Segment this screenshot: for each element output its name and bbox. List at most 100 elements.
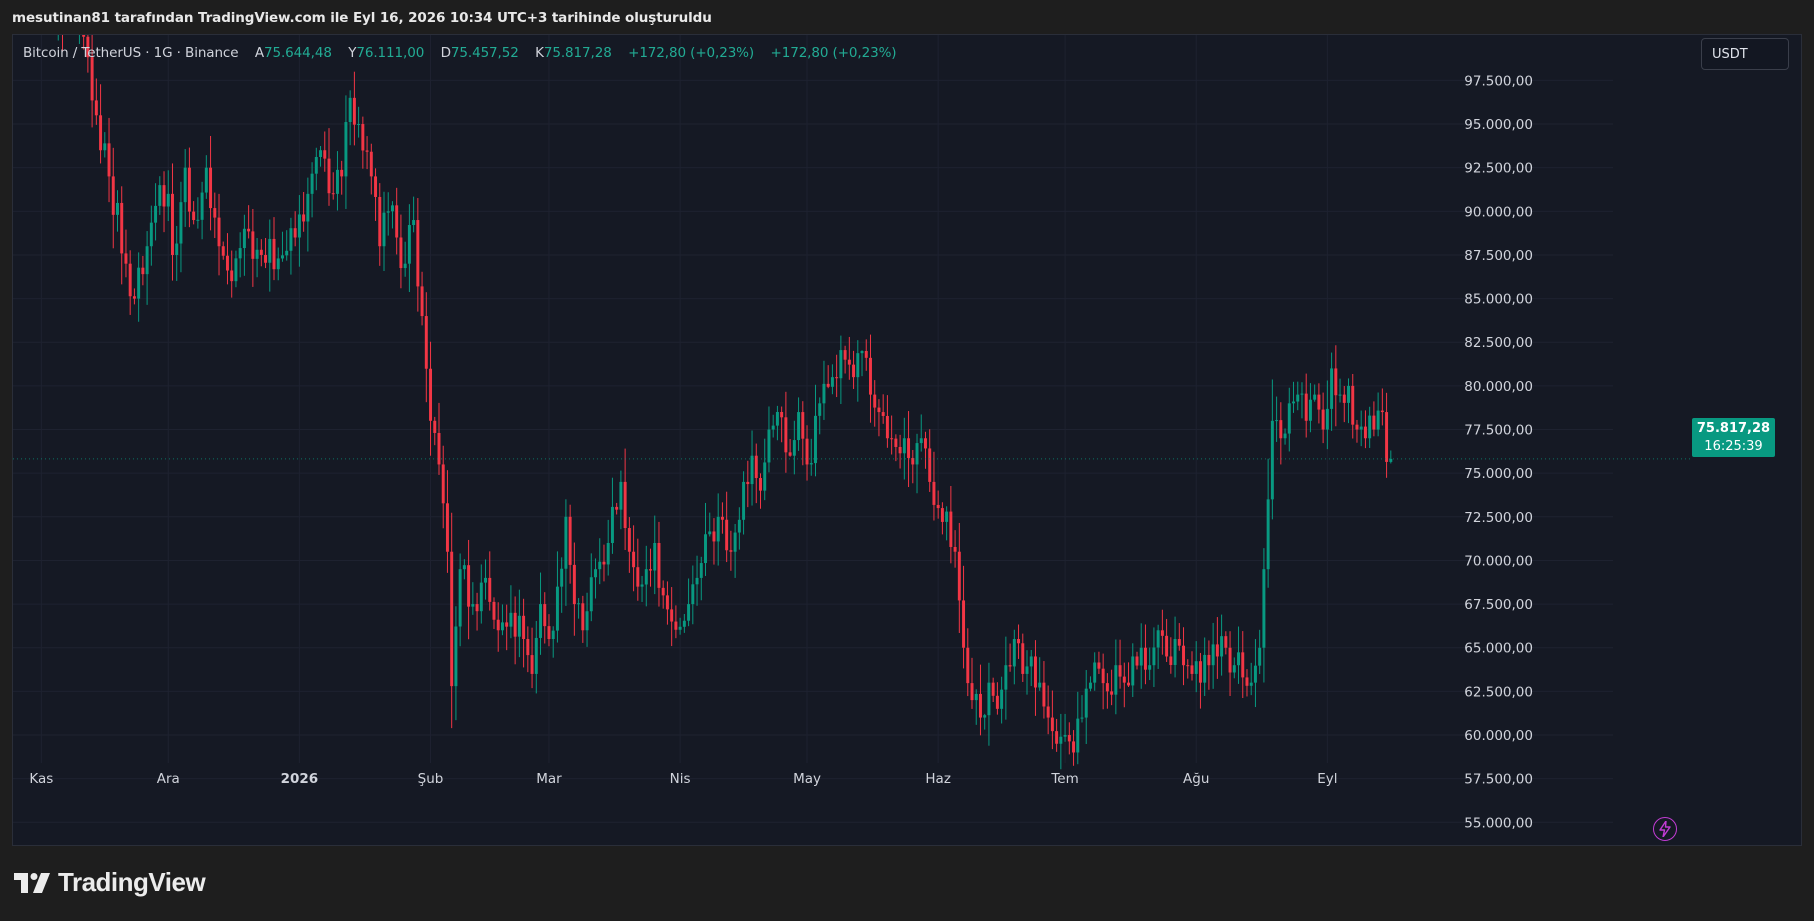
candle-body xyxy=(619,481,623,510)
candle-body xyxy=(513,612,517,637)
candle-body xyxy=(1342,394,1346,403)
candle-body xyxy=(585,611,589,631)
candle-body xyxy=(1351,385,1355,425)
candle-body xyxy=(327,158,331,194)
x-tick-label: Tem xyxy=(1050,771,1078,787)
candle-body xyxy=(1321,409,1325,430)
candle-body xyxy=(1347,385,1350,403)
y-tick-label: 80.000,00 xyxy=(1464,379,1533,395)
chart-legend: Bitcoin / TetherUS · 1G · Binance A75.64… xyxy=(23,45,897,61)
candle-body xyxy=(251,231,255,259)
candle-body xyxy=(441,464,445,504)
candle-body xyxy=(1228,647,1232,673)
candle-body xyxy=(940,508,944,522)
candle-body xyxy=(581,603,585,631)
y-tick-label: 82.500,00 xyxy=(1464,335,1533,351)
candle-body xyxy=(357,124,361,126)
candle-body xyxy=(230,270,234,282)
candle-body xyxy=(1262,569,1266,648)
candle-body xyxy=(289,228,293,251)
candle-body xyxy=(733,532,737,552)
x-tick-label: Eyl xyxy=(1317,771,1337,787)
y-tick-label: 67.500,00 xyxy=(1464,597,1533,613)
candle-body xyxy=(171,193,174,255)
candle-body xyxy=(551,630,555,640)
candle-body xyxy=(784,417,788,453)
candle-body xyxy=(1042,682,1046,707)
currency-selector-button[interactable]: USDT xyxy=(1701,38,1789,70)
candle-body xyxy=(797,412,801,441)
candle-body xyxy=(1385,412,1389,462)
candle-body xyxy=(196,219,200,221)
candle-body xyxy=(640,584,644,587)
bolt-icon[interactable] xyxy=(1653,817,1677,841)
candle-body xyxy=(1105,683,1109,692)
y-tick-label: 70.000,00 xyxy=(1464,553,1533,569)
candle-body xyxy=(1160,630,1164,636)
candle-body xyxy=(475,604,479,612)
candle-body xyxy=(437,432,441,465)
candle-body xyxy=(873,394,877,408)
candle-body xyxy=(424,316,428,369)
candle-body xyxy=(902,438,906,454)
candle-body xyxy=(403,263,407,269)
candle-body xyxy=(225,255,229,271)
candle-body xyxy=(881,412,885,416)
candle-body xyxy=(1380,410,1384,413)
candle-body xyxy=(1000,689,1004,709)
candle-body xyxy=(1143,647,1147,670)
candle-body xyxy=(818,403,822,416)
candle-body xyxy=(864,350,868,358)
candle-body xyxy=(154,205,158,223)
candle-body xyxy=(344,122,348,177)
symbol-label[interactable]: Bitcoin / TetherUS · 1G · Binance xyxy=(23,45,239,61)
candle-body xyxy=(204,167,208,193)
y-tick-label: 72.500,00 xyxy=(1464,510,1533,526)
candle-body xyxy=(331,193,335,195)
candle-body xyxy=(716,516,720,542)
candle-body xyxy=(1359,426,1363,430)
candle-body xyxy=(1135,656,1139,666)
candle-body xyxy=(137,267,141,299)
candle-body xyxy=(484,577,488,583)
candle-body xyxy=(302,214,306,222)
price-chart[interactable]: 55.000,00 57.500,00 60.000,00 62.500,00 65.0… xyxy=(13,35,1801,845)
candle-body xyxy=(1355,424,1359,430)
candle-body xyxy=(623,481,627,529)
candle-body xyxy=(378,196,382,247)
y-tick-label: 85.000,00 xyxy=(1464,292,1533,308)
candle-body xyxy=(1101,668,1105,684)
candle-body xyxy=(1253,665,1257,683)
candle-body xyxy=(268,238,272,263)
candle-body xyxy=(737,519,741,533)
candle-body xyxy=(564,516,568,569)
candle-body xyxy=(534,637,538,674)
candle-body xyxy=(1076,718,1080,753)
candle-body xyxy=(991,682,995,696)
candle-body xyxy=(1033,656,1037,688)
candle-body xyxy=(1258,647,1262,666)
candle-body xyxy=(1300,393,1304,395)
candle-body xyxy=(1211,644,1215,666)
candle-body xyxy=(649,569,652,571)
candle-body xyxy=(826,383,830,387)
x-tick-label: Haz xyxy=(925,771,951,787)
candle-body xyxy=(116,202,119,215)
candle-body xyxy=(801,412,805,439)
candle-body xyxy=(674,621,678,630)
candle-body xyxy=(670,609,674,622)
chart-panel[interactable]: 55.000,00 57.500,00 60.000,00 62.500,00 65.0… xyxy=(12,34,1802,846)
candle-body xyxy=(995,695,999,709)
candle-body xyxy=(192,211,196,221)
y-tick-label: 90.000,00 xyxy=(1464,204,1533,220)
change-value: +172,80 (+0,23%) xyxy=(628,45,755,61)
candle-body xyxy=(928,448,932,482)
candle-body xyxy=(957,551,961,601)
open-label: A xyxy=(254,45,265,61)
candle-body xyxy=(983,715,987,718)
candle-body xyxy=(276,258,280,270)
candle-body xyxy=(1046,706,1050,718)
candle-body xyxy=(1017,639,1021,644)
candle-body xyxy=(754,455,758,479)
candle-body xyxy=(335,169,339,194)
